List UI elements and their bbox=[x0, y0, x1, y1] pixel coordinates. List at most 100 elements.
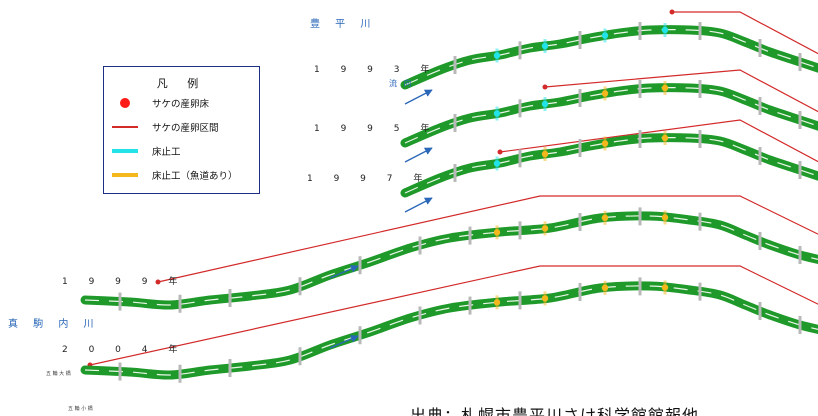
bridge-crossing-1995-4 bbox=[698, 80, 702, 98]
bridge-crossing-1993-0 bbox=[453, 56, 457, 74]
flow-arrow-2004 bbox=[329, 335, 359, 349]
bridge-crossing-2004-7 bbox=[518, 291, 522, 310]
bridge-crossing-2004-11 bbox=[758, 302, 762, 320]
year-label-2004: 2 0 0 4 年 bbox=[62, 345, 187, 355]
bridge-crossing-1999-8 bbox=[578, 213, 582, 231]
legend-item-spawning-section: サケの産卵区間 bbox=[112, 120, 219, 134]
bridge-crossing-1999-9 bbox=[638, 207, 642, 226]
bridge-crossing-1999-2 bbox=[228, 289, 232, 307]
bridge-crossing-1993-6 bbox=[798, 53, 802, 71]
weir-fishway-marker-1999-3 bbox=[661, 214, 669, 221]
legend-label: サケの産卵床 bbox=[152, 99, 210, 110]
bridge-crossing-1993-5 bbox=[758, 39, 762, 57]
weir-marker-1995-0 bbox=[493, 110, 501, 117]
flow-arrow-1999 bbox=[329, 265, 359, 279]
spawning-section-line-2004 bbox=[89, 265, 818, 366]
bridge-crossing-1995-0 bbox=[453, 114, 457, 132]
weir-fishway-marker-1997-3 bbox=[661, 134, 669, 142]
bridge-crossing-2004-10 bbox=[698, 282, 702, 301]
bridge-crossing-1999-6 bbox=[468, 226, 472, 245]
bridge-crossing-2004-8 bbox=[578, 283, 582, 301]
bridge-crossing-1999-3 bbox=[298, 277, 302, 296]
bridge-crossing-1999-10 bbox=[698, 212, 702, 231]
weir-fishway-marker-1995-3 bbox=[661, 84, 669, 92]
weir-fishway-marker-1999-2 bbox=[601, 214, 609, 221]
legend-title: 凡 例 bbox=[156, 77, 207, 90]
bridge-crossing-2004-2 bbox=[228, 359, 232, 377]
legend-label: 床止工 bbox=[152, 147, 181, 158]
weir-fishway-marker-2004-2 bbox=[601, 284, 609, 291]
river-label-toyohira: 豊 平 川 bbox=[310, 19, 377, 30]
bridge-crossing-1999-5 bbox=[418, 236, 422, 255]
spawning-section-start-1997 bbox=[497, 149, 503, 155]
legend: 凡 例 サケの産卵床 サケの産卵区間 床止工 床止工（魚道あり） bbox=[103, 66, 260, 194]
bridge-crossing-1997-5 bbox=[758, 147, 762, 165]
bridge-crossing-1995-2 bbox=[578, 89, 582, 107]
bridge-crossing-1997-0 bbox=[453, 164, 457, 182]
weir-fishway-marker-2004-0 bbox=[493, 299, 501, 306]
bridge-label-gorin-ohashi: 五 輪 大 橋 bbox=[46, 371, 71, 377]
weir-fishway-marker-1999-0 bbox=[493, 229, 501, 236]
bridge-crossing-1999-1 bbox=[178, 294, 182, 313]
river-channel-1993 bbox=[400, 25, 818, 90]
flow-direction-label: 流 向 bbox=[389, 79, 414, 88]
river-centerline-2004 bbox=[84, 285, 818, 376]
river-centerline-1995 bbox=[404, 87, 818, 144]
river-centerline-1999 bbox=[84, 215, 818, 306]
cyan-bar-icon bbox=[112, 149, 138, 153]
bridge-crossing-2004-9 bbox=[638, 277, 642, 296]
legend-item-spawning-bed: サケの産卵床 bbox=[112, 96, 209, 110]
red-dot-icon bbox=[120, 98, 130, 108]
bridge-crossing-1999-0 bbox=[118, 292, 122, 311]
flow-arrow-1997 bbox=[404, 197, 433, 213]
bridge-crossing-2004-6 bbox=[468, 296, 472, 315]
flow-arrow-1993 bbox=[404, 89, 433, 105]
bridge-crossing-2004-1 bbox=[178, 364, 182, 383]
bridge-crossing-2004-12 bbox=[798, 316, 802, 334]
weir-fishway-marker-1995-2 bbox=[601, 90, 609, 97]
bridge-crossing-1997-4 bbox=[698, 130, 702, 148]
spawning-section-start-1995 bbox=[542, 84, 548, 90]
bridge-crossing-1999-4 bbox=[358, 256, 362, 275]
bridge-crossing-2004-5 bbox=[418, 306, 422, 325]
spawning-section-line-1999 bbox=[157, 195, 818, 283]
bridge-crossing-1993-3 bbox=[638, 22, 642, 40]
weir-marker-1995-1 bbox=[541, 100, 549, 108]
bridge-crossing-1995-3 bbox=[638, 80, 642, 98]
bridge-crossing-1995-5 bbox=[758, 97, 762, 115]
bridge-crossing-1999-12 bbox=[798, 246, 802, 264]
weir-fishway-marker-1999-1 bbox=[541, 225, 549, 232]
bridge-crossing-1997-2 bbox=[578, 139, 582, 157]
bridge-label-gorin-kobashi: 五 輪 小 橋 bbox=[68, 406, 93, 412]
bridge-crossing-1993-2 bbox=[578, 31, 582, 49]
bridge-crossing-1997-6 bbox=[798, 161, 802, 179]
river-centerline-1997 bbox=[404, 137, 818, 194]
weir-marker-1993-0 bbox=[493, 52, 501, 59]
weir-fishway-marker-2004-3 bbox=[661, 284, 669, 291]
year-label-1995: 1 9 9 5 年 bbox=[314, 124, 439, 134]
bridge-crossing-1995-1 bbox=[518, 99, 522, 118]
weir-fishway-marker-2004-1 bbox=[541, 295, 549, 302]
weir-fishway-marker-1997-2 bbox=[601, 140, 609, 147]
bridge-crossing-1997-3 bbox=[638, 130, 642, 148]
weir-marker-1993-1 bbox=[541, 42, 549, 50]
bridge-crossing-2004-3 bbox=[298, 347, 302, 366]
source-note: 出典：札幌市豊平川さけ科学館館報他 bbox=[410, 406, 700, 416]
bridge-crossing-1995-6 bbox=[798, 111, 802, 129]
river-channel-1995 bbox=[400, 83, 818, 148]
legend-label: 床止工（魚道あり） bbox=[152, 171, 238, 182]
river-channel-1997 bbox=[400, 133, 818, 198]
bridge-crossing-1997-1 bbox=[518, 149, 522, 168]
spawning-section-line-1995 bbox=[544, 69, 818, 113]
legend-item-weir: 床止工 bbox=[112, 144, 181, 158]
bridge-crossing-2004-4 bbox=[358, 326, 362, 345]
legend-label: サケの産卵区間 bbox=[152, 123, 219, 134]
weir-marker-1993-2 bbox=[601, 32, 609, 39]
weir-marker-1993-3 bbox=[661, 26, 669, 34]
year-label-1997: 1 9 9 7 年 bbox=[307, 174, 432, 184]
spawning-section-line-1993 bbox=[672, 11, 818, 55]
spawning-section-start-1993 bbox=[669, 9, 675, 15]
flow-arrow-1995 bbox=[404, 147, 433, 163]
